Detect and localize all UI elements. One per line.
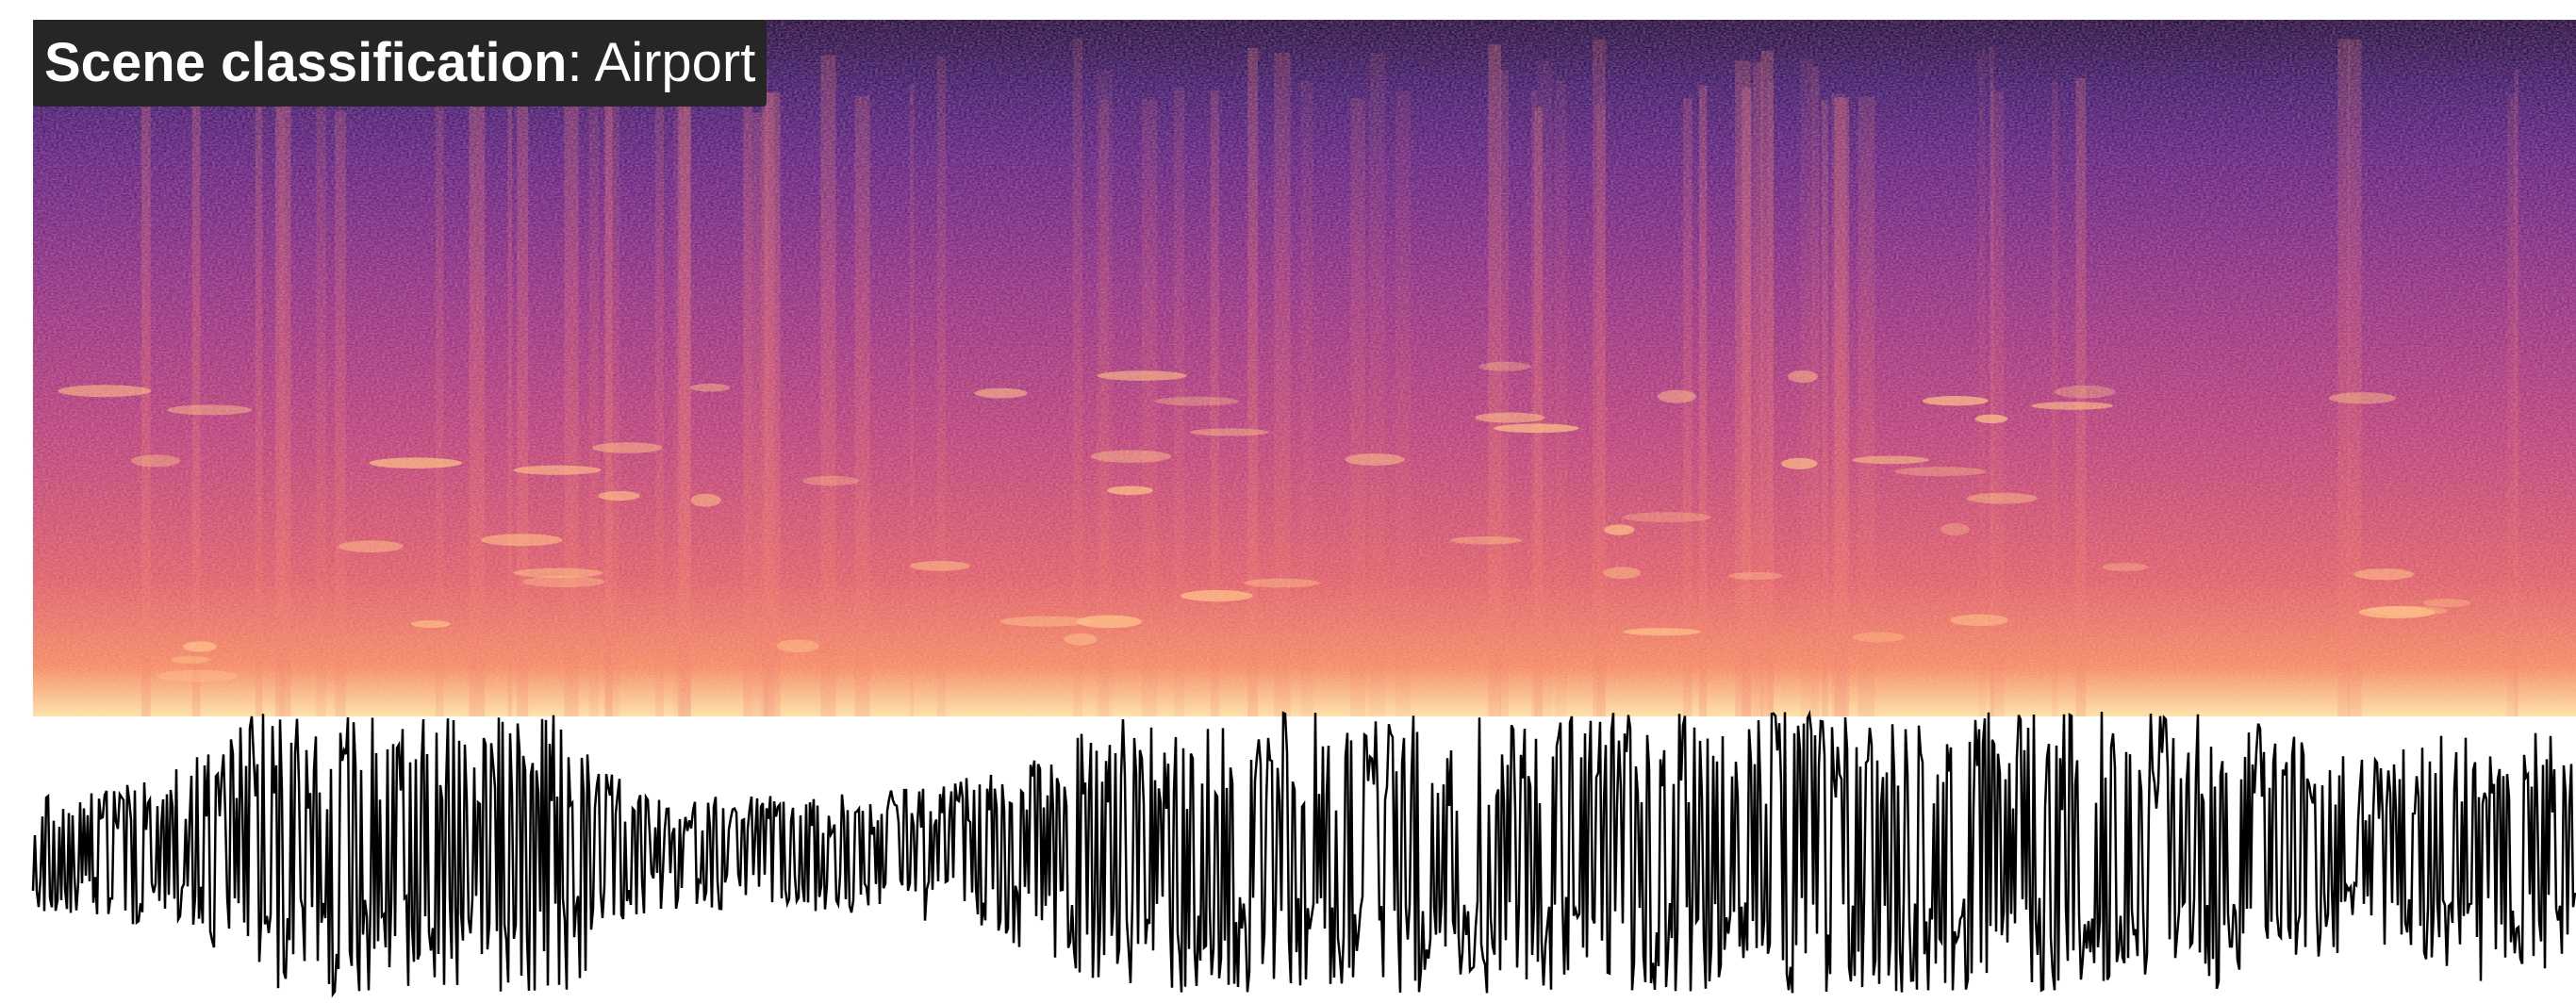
page: Scene classification: Airport (() => { c… [0, 0, 2576, 1003]
task-name: Scene classification [44, 32, 567, 93]
classification-label: Scene classification: Airport [33, 20, 767, 107]
visualization [0, 0, 2576, 1003]
waveform [33, 712, 2575, 995]
result: : Airport [567, 32, 755, 93]
spectrogram-noise [33, 20, 2576, 716]
spectrogram [33, 20, 2576, 792]
